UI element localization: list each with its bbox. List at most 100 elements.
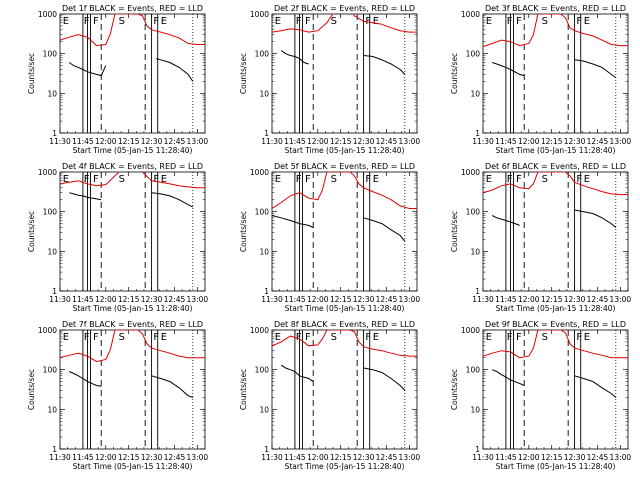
x-tick-label: 12:30 [141,137,163,146]
x-tick-label: 13:00 [610,137,632,146]
region-label: F [507,332,513,343]
y-tick-label: 10 [470,405,480,414]
series-group [60,14,205,82]
region-label: E [275,332,281,343]
series-group [60,330,205,398]
lld-line [483,172,628,196]
lld-line [60,14,205,47]
events-line [363,55,406,75]
x-axis-label: Start Time (05-Jan-15 11:28:40) [496,462,616,471]
y-tick-label: 1000 [250,168,269,177]
x-tick-label: 12:45 [587,453,609,462]
region-label: F [507,16,513,27]
panel-title: Det 6f BLACK = Events, RED = LLD [485,162,626,171]
x-tick-label: 12:15 [330,453,352,462]
y-tick-label: 1 [475,129,480,138]
region-label: F [305,332,311,343]
x-tick-label: 12:00 [518,295,540,304]
region-label: F [93,16,99,27]
panel-title: Det 1f BLACK = Events, RED = LLD [62,4,203,13]
region-label: E [63,16,69,27]
y-axis-label: Counts/sec [27,369,36,410]
x-axis-label: Start Time (05-Jan-15 11:28:40) [285,146,405,155]
x-tick-label: 11:45 [284,137,306,146]
x-axis-label: Start Time (05-Jan-15 11:28:40) [285,462,405,471]
x-tick-label: 12:15 [330,137,352,146]
region-label: F [84,174,90,185]
region-label: E [373,16,379,27]
series-group [60,172,205,208]
region-label: S [331,174,337,185]
region-label: E [584,174,590,185]
y-tick-label: 100 [43,208,58,217]
region-label: E [486,16,492,27]
y-tick-label: 1 [264,287,269,296]
lld-line [272,172,417,209]
x-tick-label: 11:30 [261,295,283,304]
region-label: E [584,16,590,27]
region-label: F [576,16,582,27]
x-tick-label: 12:45 [164,295,186,304]
y-tick-label: 100 [466,366,481,375]
series-group [483,172,628,228]
x-tick-label: 13:00 [187,137,209,146]
panel-2: Det 2f BLACK = Events, RED = LLD 11:30 11:… [239,4,420,155]
y-tick-label: 1000 [250,10,269,19]
x-tick-label: 12:30 [141,453,163,462]
x-tick-label: 12:15 [118,453,140,462]
lld-line [483,14,628,48]
region-label: F [365,332,371,343]
region-label: F [296,332,302,343]
region-label: F [93,174,99,185]
y-tick-label: 10 [259,405,269,414]
region-label: E [63,332,69,343]
series-group [483,14,628,78]
y-tick-label: 1000 [38,168,57,177]
x-tick-label: 11:45 [284,453,306,462]
region-label: E [161,174,167,185]
x-tick-label: 12:00 [307,137,329,146]
events-line [574,375,617,398]
x-tick-label: 13:00 [610,453,632,462]
x-tick-label: 11:45 [72,137,94,146]
panel-4: Det 4f BLACK = Events, RED = LLD 11:30 11:… [27,162,208,313]
x-tick-label: 11:30 [49,453,71,462]
plot-frame [271,13,418,134]
events-line [280,364,314,383]
y-tick-label: 1000 [38,10,57,19]
region-label: E [486,174,492,185]
x-tick-label: 11:30 [49,137,71,146]
x-tick-label: 13:00 [610,295,632,304]
plot-frame [271,329,418,450]
panel-9: Det 9f BLACK = Events, RED = LLD 11:30 11:… [450,320,631,471]
region-label: F [153,16,159,27]
region-label: S [542,174,548,185]
region-label: F [93,332,99,343]
region-label: E [161,16,167,27]
series-group [272,14,417,75]
x-tick-label: 12:45 [164,453,186,462]
x-tick-label: 13:00 [399,137,421,146]
x-tick-label: 11:30 [472,453,494,462]
x-tick-label: 11:45 [72,453,94,462]
y-tick-label: 1000 [38,326,57,335]
events-line [156,58,194,82]
x-axis-label: Start Time (05-Jan-15 11:28:40) [73,146,193,155]
panel-1: Det 1f BLACK = Events, RED = LLD 11:30 11:… [27,4,208,155]
x-tick-label: 12:15 [541,295,563,304]
y-tick-label: 100 [255,50,270,59]
panel-title: Det 7f BLACK = Events, RED = LLD [62,320,203,329]
x-tick-label: 11:45 [284,295,306,304]
panel-3: Det 3f BLACK = Events, RED = LLD 11:30 11:… [450,4,631,155]
y-tick-label: 10 [47,405,57,414]
panel-title: Det 9f BLACK = Events, RED = LLD [485,320,626,329]
y-tick-label: 1 [264,129,269,138]
x-tick-label: 13:00 [187,295,209,304]
plot-frame [59,13,206,134]
y-axis-label: Counts/sec [27,53,36,94]
x-tick-label: 11:30 [472,295,494,304]
y-tick-label: 10 [470,247,480,256]
y-tick-label: 10 [47,89,57,98]
region-label: F [365,174,371,185]
y-axis-label: Counts/sec [27,211,36,252]
